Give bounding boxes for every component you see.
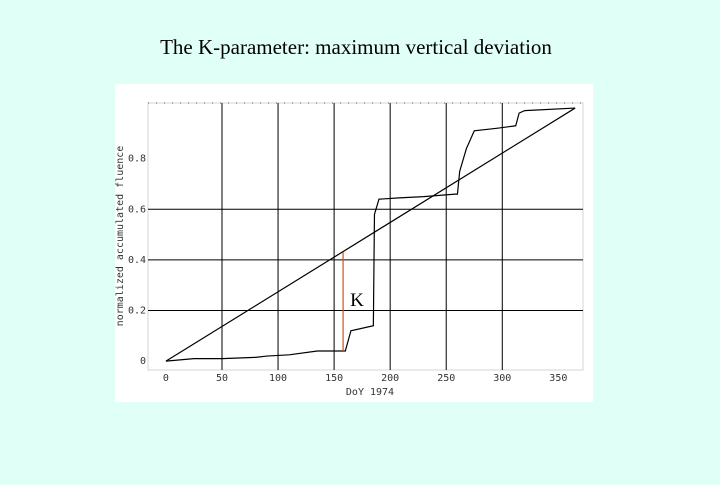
x-tick-label: 0 [163, 373, 169, 384]
x-tick-label: 200 [381, 373, 399, 384]
x-tick-label: 100 [269, 373, 287, 384]
x-tick-label: 150 [325, 373, 343, 384]
x-tick-label: 300 [493, 373, 511, 384]
y-tick-label: 0.8 [128, 154, 146, 165]
y-tick-label: 0.4 [128, 255, 146, 266]
chart-panel [115, 84, 593, 402]
plot-frame [147, 102, 584, 371]
y-tick-label: 0 [140, 356, 146, 367]
x-tick-label: 350 [549, 373, 567, 384]
y-tick-label: 0.6 [128, 204, 146, 215]
y-tick-label: 0.2 [128, 306, 146, 317]
data-line [165, 107, 576, 362]
x-tick-label: 250 [437, 373, 455, 384]
x-tick-label: 50 [216, 373, 228, 384]
y-axis-label: normalized accumulated fluence [115, 146, 126, 327]
annotation: K [350, 290, 364, 311]
chart-title: The K-parameter: maximum vertical deviat… [160, 35, 552, 59]
x-axis-label: DoY 1974 [346, 387, 394, 398]
data-line [165, 107, 576, 362]
